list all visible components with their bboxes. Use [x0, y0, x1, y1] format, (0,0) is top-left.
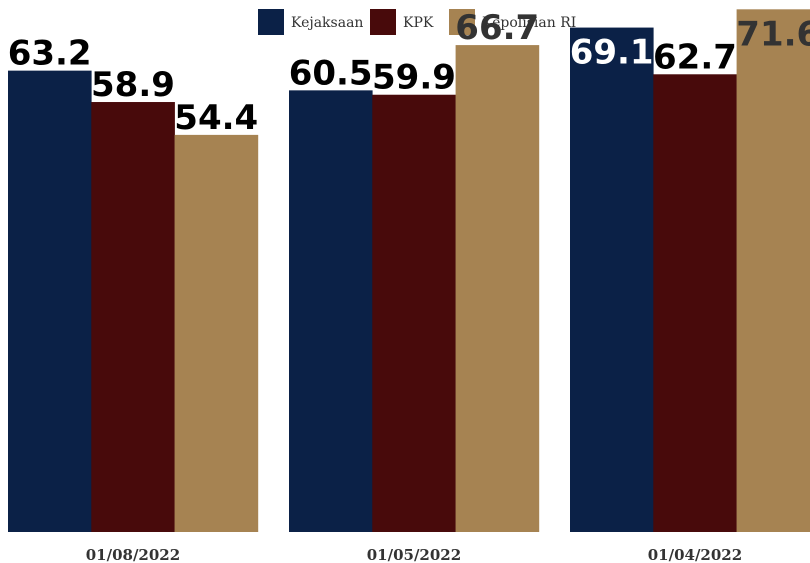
legend-swatch [370, 9, 396, 35]
legend-label: KPK [403, 15, 434, 31]
legend-swatch [258, 9, 284, 35]
data-label: 59.9 [372, 58, 456, 98]
bar-3-1 [570, 27, 654, 532]
legend-swatch [449, 9, 475, 35]
bar-2-2 [372, 94, 456, 532]
data-label: 63.2 [8, 34, 92, 74]
bar-1-1 [8, 70, 92, 532]
bar-3-2 [653, 74, 737, 532]
data-label: 54.4 [174, 98, 258, 138]
bar-1-3 [174, 134, 259, 532]
data-label: 62.7 [653, 37, 737, 77]
data-labels: 63.258.954.4 60.5 59.9 66.7 69.1 62.771.6 [8, 8, 810, 138]
category-label: 01/04/2022 [648, 546, 742, 563]
data-label: 58.9 [91, 65, 175, 105]
bar-2-1 [289, 90, 373, 532]
legend-item-3: Kepolisian RI [449, 9, 576, 35]
category-label: 01/05/2022 [367, 546, 461, 563]
bars [8, 9, 810, 533]
legend-label: Kejaksaan [291, 15, 363, 31]
bar-2-3 [455, 45, 540, 533]
data-label: 60.5 [289, 53, 373, 93]
bar-3-3 [736, 9, 810, 532]
category-axis: 01/08/2022 01/05/2022 01/04/2022 [86, 546, 742, 563]
legend-item-2: KPK [370, 9, 434, 35]
legend-item-1: Kejaksaan [258, 9, 363, 35]
legend: Kejaksaan KPK Kepolisian RI [258, 9, 576, 35]
data-label: 71.6 [736, 14, 810, 54]
legend-label: Kepolisian RI [482, 15, 576, 31]
data-label: 66.7 [455, 8, 539, 48]
bar-1-2 [91, 102, 175, 532]
category-label: 01/08/2022 [86, 546, 180, 563]
data-label: 69.1 [570, 33, 654, 73]
